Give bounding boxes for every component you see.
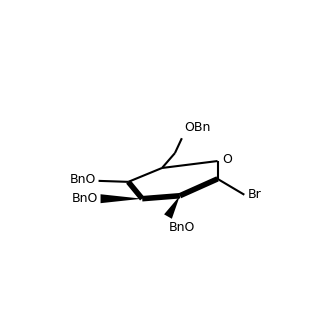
- Text: BnO: BnO: [70, 173, 97, 186]
- Text: OBn: OBn: [184, 121, 210, 134]
- Text: Br: Br: [247, 188, 261, 201]
- Polygon shape: [164, 196, 180, 219]
- Polygon shape: [101, 194, 142, 203]
- Text: BnO: BnO: [169, 220, 195, 234]
- Text: O: O: [222, 152, 232, 166]
- Text: BnO: BnO: [72, 192, 99, 205]
